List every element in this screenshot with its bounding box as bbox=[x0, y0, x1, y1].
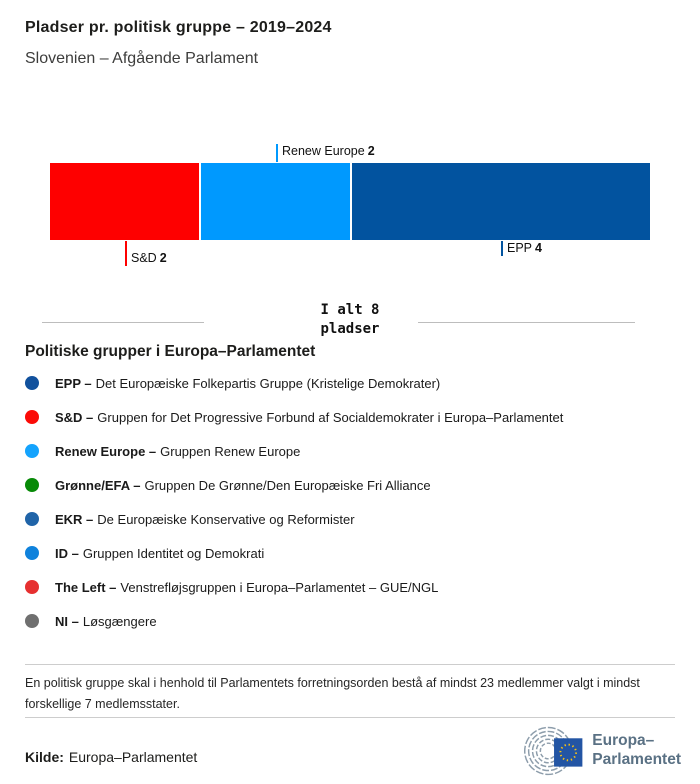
group-abbr: ID – bbox=[55, 545, 79, 561]
greens-efa-color-dot bbox=[25, 478, 39, 492]
source-value: Europa–Parlamentet bbox=[68, 749, 198, 765]
bar-segment-epp[interactable] bbox=[352, 163, 650, 240]
renew-europe-color-dot bbox=[25, 444, 39, 458]
group-desc: Gruppen Identitet og Demokrati bbox=[82, 545, 265, 561]
group-desc: Gruppen Renew Europe bbox=[160, 443, 301, 459]
source-label: Kilde: bbox=[25, 749, 64, 765]
group-abbr: The Left – bbox=[55, 579, 117, 595]
sd-color-dot bbox=[25, 410, 39, 424]
legend-item-sd: S&D – Gruppen for Det Progressive Forbund… bbox=[25, 400, 680, 434]
epp-seats: 4 bbox=[535, 241, 542, 255]
legend-item-greens-efa: Grønne/EFA – Gruppen De Grønne/Den Europæ… bbox=[25, 468, 680, 502]
group-desc: Det Europæiske Folkepartis Gruppe (Krist… bbox=[95, 375, 441, 391]
group-desc: De Europæiske Konservative og Reformiste… bbox=[97, 511, 355, 527]
stacked-bar bbox=[50, 163, 650, 240]
ni-color-dot bbox=[25, 614, 39, 628]
renew-europe-label: Renew Europe 2 bbox=[282, 144, 375, 158]
bar-segment-sd[interactable] bbox=[50, 163, 199, 240]
legend-item-the-left: The Left – Venstrefløjsgruppen i Europa–P… bbox=[25, 570, 680, 604]
legend-item-id: ID – Gruppen Identitet og Demokrati bbox=[25, 536, 680, 570]
ekr-color-dot bbox=[25, 512, 39, 526]
group-desc: Løsgængere bbox=[82, 613, 157, 629]
total-divider-right bbox=[418, 322, 635, 323]
page-title: Pladser pr. politisk gruppe – 2019–2024 bbox=[25, 19, 332, 36]
group-desc: Venstrefløjsgruppen i Europa–Parlamentet… bbox=[120, 579, 439, 595]
sd-callout: S&D 2 bbox=[125, 241, 167, 266]
sd-tick bbox=[125, 241, 127, 266]
footnote-text: En politisk gruppe skal i henhold til Pa… bbox=[25, 676, 640, 711]
sd-label: S&D 2 bbox=[131, 251, 167, 265]
legend-item-epp: EPP – Det Europæiske Folkepartis Gruppe (… bbox=[25, 366, 680, 400]
the-left-color-dot bbox=[25, 580, 39, 594]
footnote-divider-bottom bbox=[25, 717, 675, 718]
legend-heading: Politiske grupper i Europa–Parlamentet bbox=[25, 343, 316, 360]
group-abbr: NI – bbox=[55, 613, 79, 629]
epp-color-dot bbox=[25, 376, 39, 390]
id-color-dot bbox=[25, 546, 39, 560]
group-abbr: Renew Europe – bbox=[55, 443, 157, 459]
logo-wordmark: Europa– Parlamentet bbox=[592, 732, 681, 768]
epp-tick bbox=[501, 241, 503, 256]
hemicycle-icon bbox=[523, 726, 583, 775]
sd-seats: 2 bbox=[159, 251, 167, 265]
group-abbr: S&D – bbox=[55, 409, 94, 425]
group-abbr: EKR – bbox=[55, 511, 94, 527]
epp-label: EPP 4 bbox=[507, 241, 542, 255]
european-parliament-logo[interactable]: Europa– Parlamentet bbox=[513, 721, 681, 779]
group-desc: Gruppen for Det Progressive Forbund af S… bbox=[97, 409, 564, 425]
renew-europe-callout: Renew Europe 2 bbox=[276, 144, 375, 162]
legend-item-renew-europe: Renew Europe – Gruppen Renew Europe bbox=[25, 434, 680, 468]
group-desc: Gruppen De Grønne/Den Europæiske Fri All… bbox=[144, 477, 431, 493]
total-divider-left bbox=[42, 322, 204, 323]
source-line: Kilde: Europa–Parlamentet bbox=[25, 749, 197, 765]
group-abbr: Grønne/EFA – bbox=[55, 477, 141, 493]
legend-item-ni: NI – Løsgængere bbox=[25, 604, 680, 638]
page-subtitle: Slovenien – Afgående Parlament bbox=[25, 50, 259, 67]
legend-item-ekr: EKR – De Europæiske Konservative og Refor… bbox=[25, 502, 680, 536]
group-abbr: EPP – bbox=[55, 375, 92, 391]
eu-flag-icon bbox=[554, 737, 583, 767]
footnote-divider-top bbox=[25, 664, 675, 665]
epp-callout: EPP 4 bbox=[501, 241, 542, 256]
total-seats-label: I alt 8 pladser bbox=[320, 302, 380, 337]
renew-europe-tick bbox=[276, 144, 278, 162]
renew-europe-seats: 2 bbox=[367, 144, 375, 158]
seats-stacked-bar-chart: Renew Europe 2 S&D 2 EPP 4 bbox=[50, 140, 650, 275]
bar-segment-renew-europe[interactable] bbox=[201, 163, 350, 240]
political-groups-legend: EPP – Det Europæiske Folkepartis Gruppe (… bbox=[25, 366, 680, 638]
